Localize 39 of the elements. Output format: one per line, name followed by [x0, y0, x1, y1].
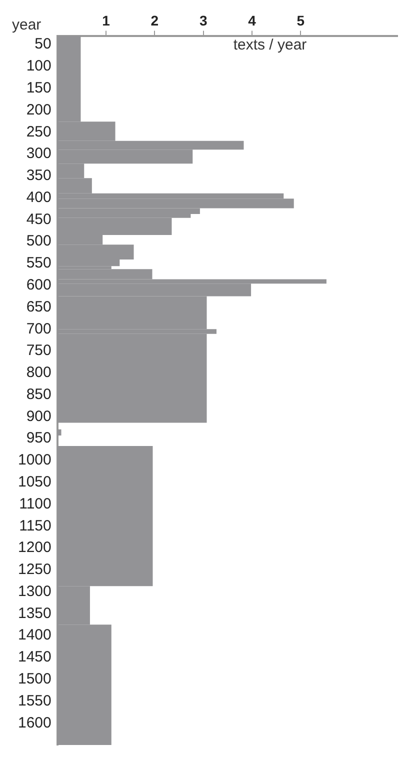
y-tick-label: 1100 [19, 495, 52, 512]
y-tick-label: 250 [26, 123, 52, 140]
y-tick-label: 1450 [18, 648, 52, 666]
y-tick-label: 1050 [18, 473, 52, 490]
y-tick-label: 650 [26, 298, 52, 316]
y-tick-label: 1500 [18, 670, 52, 688]
y-tick-label: 1550 [18, 692, 52, 710]
y-tick-label: 1200 [18, 539, 52, 556]
y-tick-label: 900 [26, 408, 52, 425]
y-tick-label: 700 [26, 320, 52, 338]
y-tick-label: 1600 [18, 714, 52, 732]
y-tick-label: 950 [26, 430, 52, 447]
y-axis-title: year [12, 16, 42, 34]
y-tick-label: 800 [26, 364, 52, 382]
y-tick-label: 100 [26, 58, 52, 75]
x-tick-label: 5 [296, 12, 305, 28]
y-tick-label: 150 [26, 79, 52, 96]
y-tick-label: 750 [26, 342, 52, 360]
y-tick-label: 50 [34, 36, 52, 53]
y-tick-label: 1350 [18, 604, 52, 622]
y-tick-label: 600 [26, 276, 52, 294]
y-tick-label: 1300 [18, 582, 52, 600]
y-tick-label: 850 [26, 386, 52, 403]
x-tick-label: 4 [248, 12, 256, 28]
y-tick-label: 1000 [18, 452, 52, 469]
y-tick-label: 1400 [18, 626, 52, 644]
x-tick-label: 1 [102, 12, 110, 28]
y-tick-label: 350 [26, 167, 52, 184]
x-axis-title: texts / year [233, 36, 307, 54]
x-tick-label: 2 [150, 12, 159, 28]
x-tick-label: 3 [199, 12, 208, 28]
y-tick-label: 550 [26, 254, 52, 272]
y-tick-label: 1150 [19, 517, 52, 534]
y-tick-label: 300 [26, 145, 52, 162]
y-tick-label: 400 [26, 188, 52, 206]
y-tick-label: 1250 [18, 561, 52, 578]
y-tick-label: 450 [26, 210, 52, 228]
y-tick-label: 200 [26, 101, 52, 118]
y-tick-label: 500 [26, 232, 52, 250]
